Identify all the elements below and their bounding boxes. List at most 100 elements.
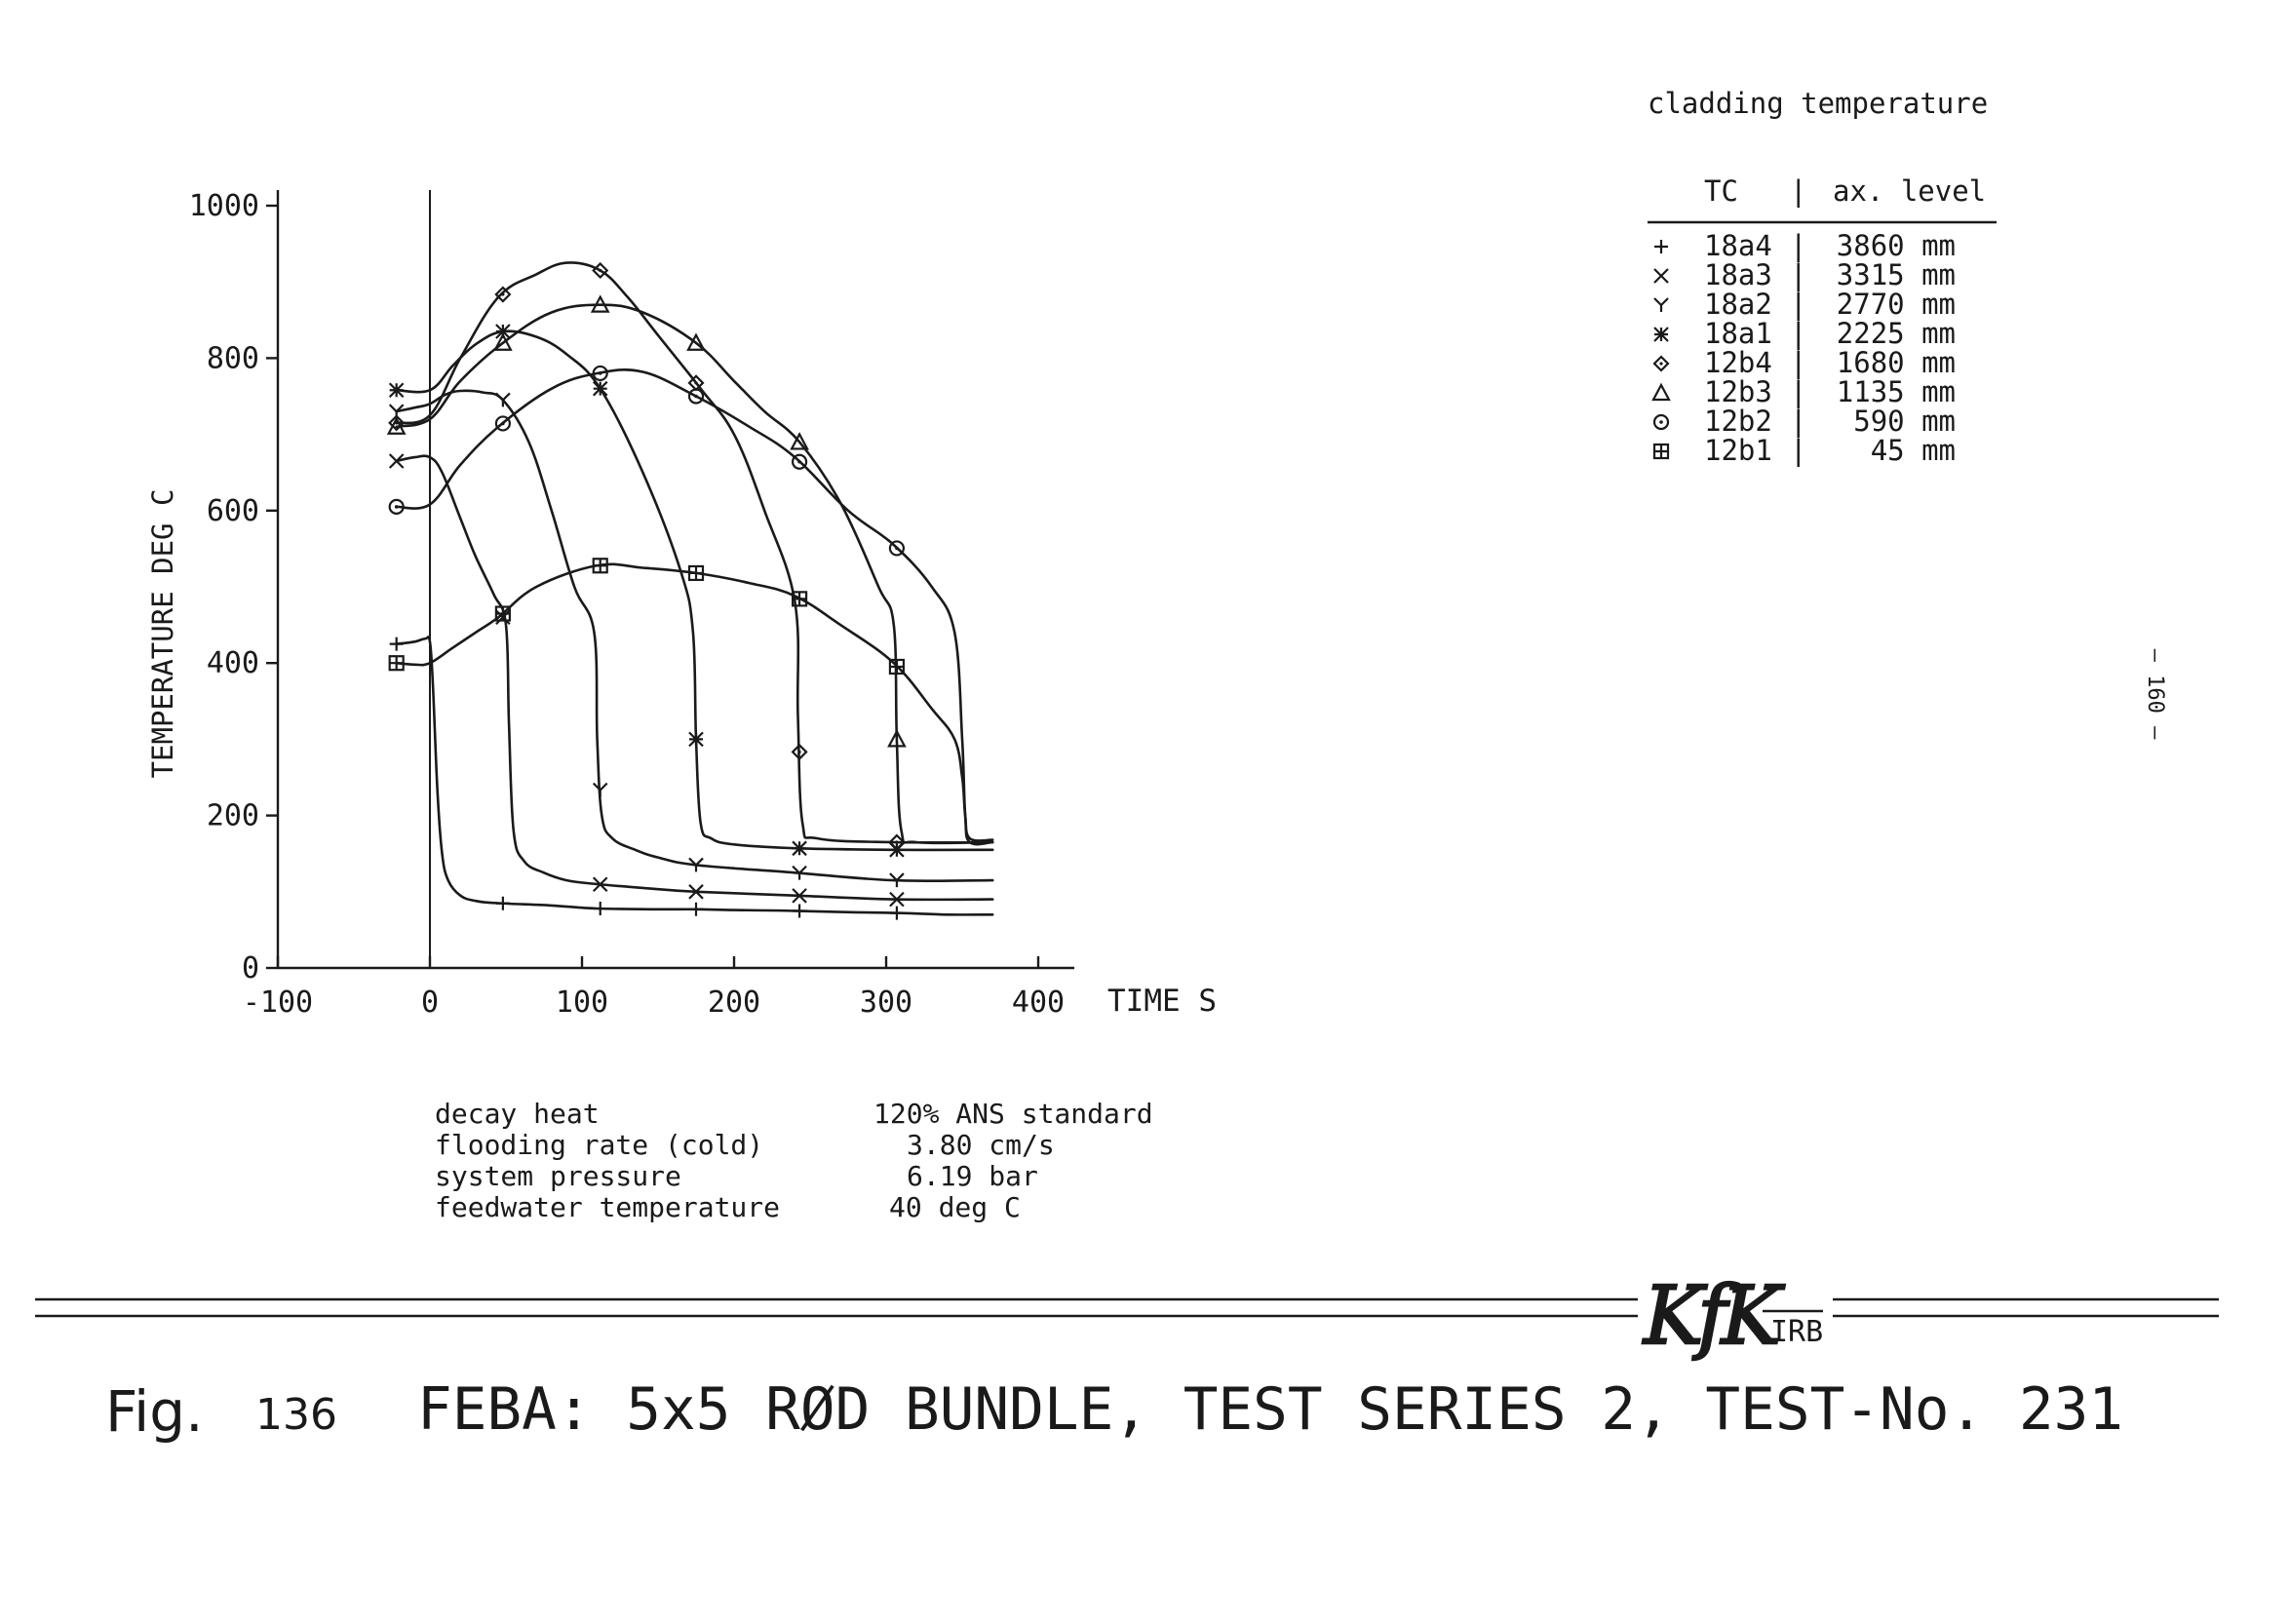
data-point-18a2 [792,865,807,880]
legend-tc-label: 12b4 [1704,346,1772,379]
logo-backdrop [1638,1253,1833,1350]
legend-level-label: 1680 mm [1837,346,1956,379]
legend-level-label: 3860 mm [1837,229,1956,262]
plot-area [386,261,994,920]
y-tick-label: 200 [207,799,259,833]
condition-value: 120% ANS standard [873,1098,1153,1130]
series-12b1 [388,558,994,842]
data-point-12b1 [791,591,808,607]
x-tick-label: 300 [860,986,912,1020]
y-tick-label: 1000 [189,189,259,223]
legend-marker-18a2 [1653,297,1669,312]
data-point-12b2 [388,498,405,515]
data-point-18a1 [792,840,807,857]
y-tick-label: 600 [207,494,259,528]
data-point-18a2 [889,872,905,888]
series-line-18a4 [395,636,994,916]
condition-value: 40 deg C [889,1191,1021,1223]
condition-label: decay heat [435,1098,600,1130]
data-point-18a2 [592,782,608,797]
x-tick-label: 400 [1012,986,1065,1020]
legend-separator: | [1790,375,1806,408]
condition-value: 6.19 bar [907,1160,1038,1192]
data-point-12b2 [494,415,511,432]
series-line-18a3 [395,454,994,902]
legend-entry: 12b3 | 1135 mm [1651,375,1956,408]
data-point-12b4 [888,833,906,851]
series-12b3 [386,294,994,845]
page-number: — 160 — [2143,649,2167,740]
data-point-18a1 [388,382,405,399]
legend-marker-12b2 [1652,413,1670,431]
condition-label: system pressure [435,1160,681,1192]
data-point-12b2 [687,388,705,405]
series-line-18a1 [395,329,994,852]
legend-separator: | [1790,317,1806,350]
data-point-18a3 [388,453,405,469]
logo-text: KfK [1642,1270,1786,1363]
legend-header-level: ax. level [1833,174,1986,208]
x-ticks: -100 0 100 200 300 400 [243,956,1065,1020]
y-tick-label: 400 [207,646,259,680]
condition-label: flooding rate (cold) [435,1129,763,1161]
data-point-12b3 [590,294,610,313]
data-point-12b3 [790,432,809,450]
series-12b2 [388,365,994,846]
data-point-12b1 [888,658,906,676]
legend-marker-12b1 [1652,443,1670,460]
data-point-18a4 [389,637,404,651]
legend-header-tc: TC [1704,174,1738,208]
legend-marker-18a4 [1654,240,1668,253]
legend-separator: | [1790,346,1806,379]
data-point-12b1 [687,564,705,582]
legend-level-label: 2770 mm [1837,288,1956,321]
data-point-18a1 [495,324,511,339]
legend-level-label: 1135 mm [1837,375,1956,408]
legend-entry: 18a1 | 2225 mm [1653,317,1956,350]
data-point-18a4 [889,906,904,920]
data-point-12b2 [888,540,906,557]
legend-level-label: 45 mm [1871,434,1956,467]
data-point-12b1 [494,605,511,622]
condition-value: 3.80 cm/s [907,1129,1055,1161]
figure-caption: FEBA: 5x5 RØD BUNDLE, TEST SERIES 2, TES… [417,1375,2123,1444]
legend-entry: 12b4 | 1680 mm [1652,346,1956,379]
data-point-18a4 [793,904,807,918]
data-point-12b4 [494,286,512,303]
x-tick-label: 200 [708,986,760,1020]
data-point-12b2 [791,453,808,470]
x-axis-label: TIME S [1107,984,1217,1019]
data-point-18a3 [592,876,608,893]
data-point-18a2 [495,392,511,407]
series-18a1 [388,324,994,858]
legend-level-label: 2225 mm [1837,317,1956,350]
legend: cladding temperature TC | ax. level 18a4… [1648,87,1997,467]
y-tick-label: 0 [242,951,259,986]
legend-separator: | [1790,229,1806,262]
legend-level-label: 3315 mm [1837,258,1956,291]
legend-marker-18a1 [1653,327,1669,342]
series-18a4 [389,636,994,920]
figure-number: 136 [255,1390,337,1440]
x-tick-label: -100 [243,986,313,1020]
legend-level-label: 590 mm [1853,405,1956,438]
series-line-12b3 [395,303,994,845]
data-point-12b1 [388,655,405,672]
data-point-18a3 [792,888,807,904]
legend-entry: 18a4 | 3860 mm [1654,229,1956,262]
legend-tc-label: 12b3 [1704,375,1772,408]
legend-tc-label: 18a4 [1704,229,1772,262]
test-conditions: decay heat 120% ANS standard flooding rate… [435,1098,1153,1223]
legend-entry: 18a3 | 3315 mm [1653,258,1956,291]
data-point-12b1 [592,558,608,574]
legend-marker-18a3 [1653,268,1669,284]
data-point-12b4 [592,261,609,280]
data-point-12b3 [493,332,513,351]
data-point-18a4 [689,902,703,916]
legend-marker-12b3 [1651,382,1671,402]
legend-header-separator: | [1790,174,1806,208]
legend-tc-label: 12b2 [1704,405,1772,438]
legend-marker-12b4 [1652,355,1670,372]
data-point-18a4 [593,902,607,916]
